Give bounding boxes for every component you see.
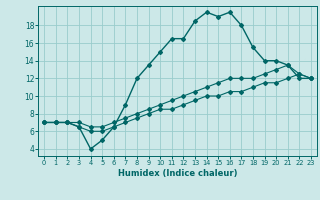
X-axis label: Humidex (Indice chaleur): Humidex (Indice chaleur) [118, 169, 237, 178]
